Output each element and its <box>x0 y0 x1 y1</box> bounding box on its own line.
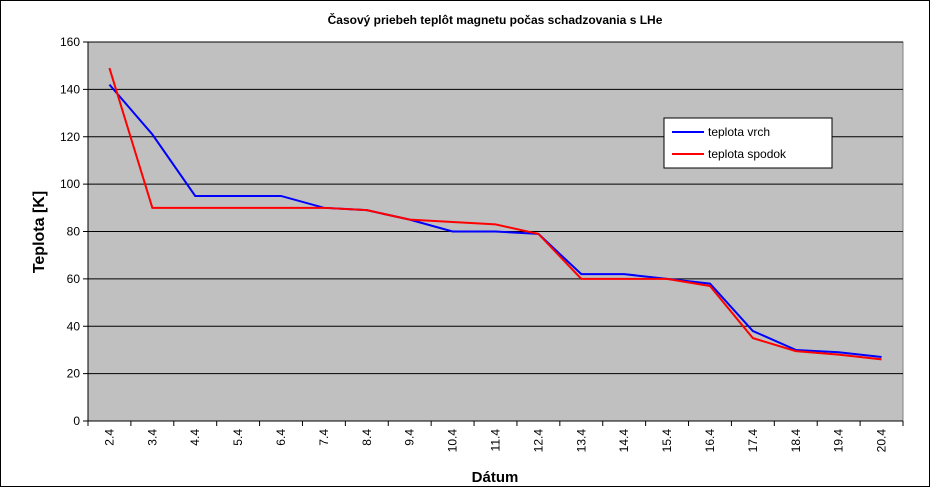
x-tick-label: 6.4 <box>274 429 288 446</box>
x-tick-label: 11.4 <box>489 429 503 452</box>
legend-label: teplota vrch <box>708 125 770 139</box>
x-tick-label: 10.4 <box>446 429 460 453</box>
x-tick-label: 12.4 <box>531 429 545 453</box>
x-tick-label: 18.4 <box>789 429 803 453</box>
x-tick-label: 19.4 <box>832 429 846 453</box>
x-tick-label: 17.4 <box>746 429 760 453</box>
x-tick-label: 3.4 <box>145 429 159 446</box>
y-tick-label: 100 <box>60 177 80 191</box>
y-tick-label: 80 <box>67 225 81 239</box>
x-tick-label: 4.4 <box>188 429 202 446</box>
x-tick-label: 9.4 <box>403 429 417 446</box>
legend <box>663 117 833 169</box>
x-tick-label: 16.4 <box>703 429 717 453</box>
y-axis-label: Teplota [K] <box>31 191 48 273</box>
y-tick-label: 40 <box>67 319 81 333</box>
y-tick-label: 20 <box>67 367 81 381</box>
x-tick-label: 8.4 <box>360 429 374 446</box>
x-tick-label: 13.4 <box>574 429 588 453</box>
legend-label: teplota spodok <box>708 147 787 161</box>
series-line <box>108 67 882 361</box>
x-tick-label: 15.4 <box>660 429 674 453</box>
y-tick-label: 160 <box>60 35 80 49</box>
x-axis-label: Dátum <box>472 469 519 486</box>
y-tick-label: 0 <box>73 414 80 428</box>
x-tick-label: 20.4 <box>875 429 889 453</box>
x-tick-label: 5.4 <box>231 429 245 446</box>
y-tick-label: 140 <box>60 82 80 96</box>
series-line <box>108 83 882 359</box>
x-tick-label: 7.4 <box>317 429 331 446</box>
y-tick-label: 60 <box>67 272 81 286</box>
chart-title: Časový priebeh teplôt magnetu počas scha… <box>328 12 663 27</box>
y-tick-label: 120 <box>60 130 80 144</box>
x-tick-label: 14.4 <box>617 429 631 453</box>
x-tick-label: 2.4 <box>102 429 116 446</box>
